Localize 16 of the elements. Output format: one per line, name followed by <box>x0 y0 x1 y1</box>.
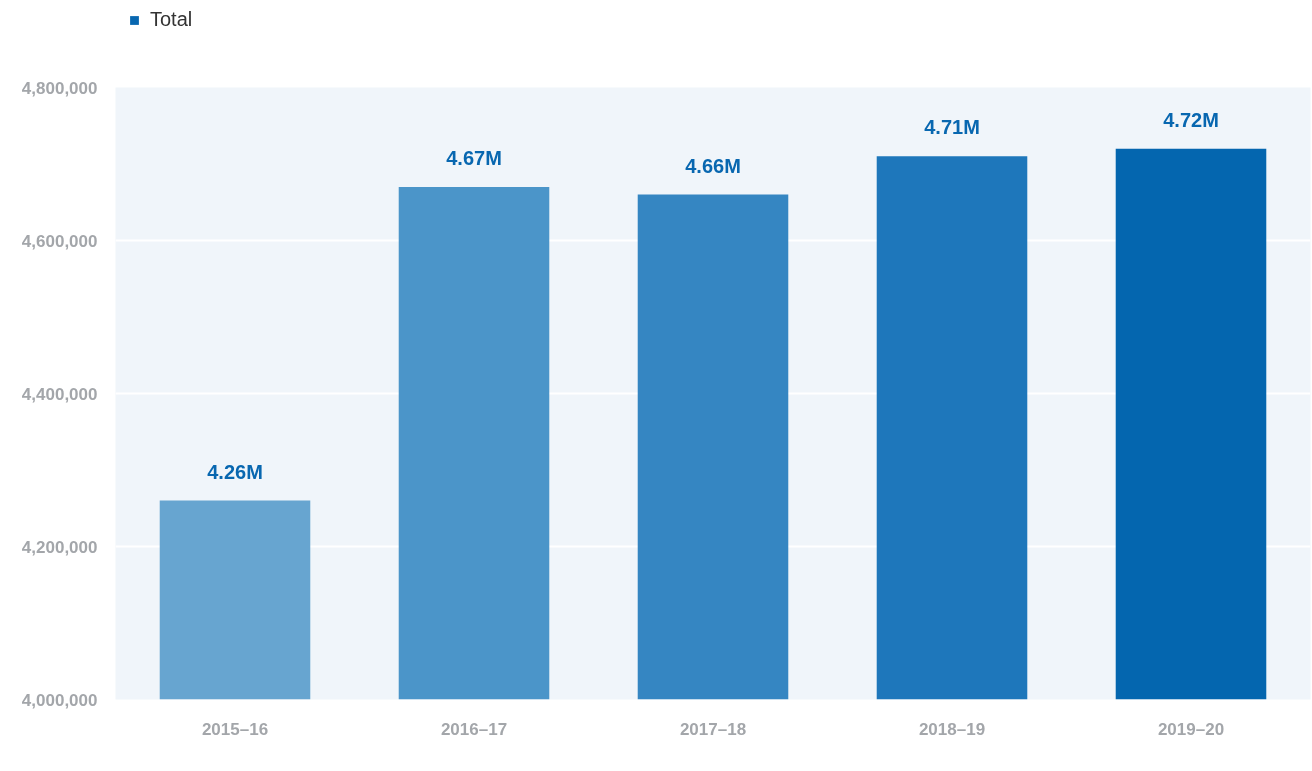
data-label: 4.67M <box>446 146 502 169</box>
y-tick-label: 4,800,000 <box>21 78 98 98</box>
x-tick-label: 2015–16 <box>201 719 269 739</box>
data-label: 4.72M <box>1163 108 1219 131</box>
y-tick-label: 4,400,000 <box>21 384 98 404</box>
x-tick-label: 2016–17 <box>440 719 508 739</box>
data-label: 4.71M <box>924 116 980 139</box>
x-tick-label: 2017–18 <box>679 719 747 739</box>
data-label: 4.26M <box>207 460 263 483</box>
y-tick-label: 4,000,000 <box>21 690 98 710</box>
data-label: 4.66M <box>685 154 741 177</box>
x-tick-label: 2018–19 <box>918 719 986 739</box>
y-tick-label: 4,200,000 <box>21 537 98 557</box>
y-tick-label: 4,600,000 <box>21 231 98 251</box>
legend-label: Total <box>150 8 193 31</box>
x-tick-label: 2019–20 <box>1157 719 1225 739</box>
